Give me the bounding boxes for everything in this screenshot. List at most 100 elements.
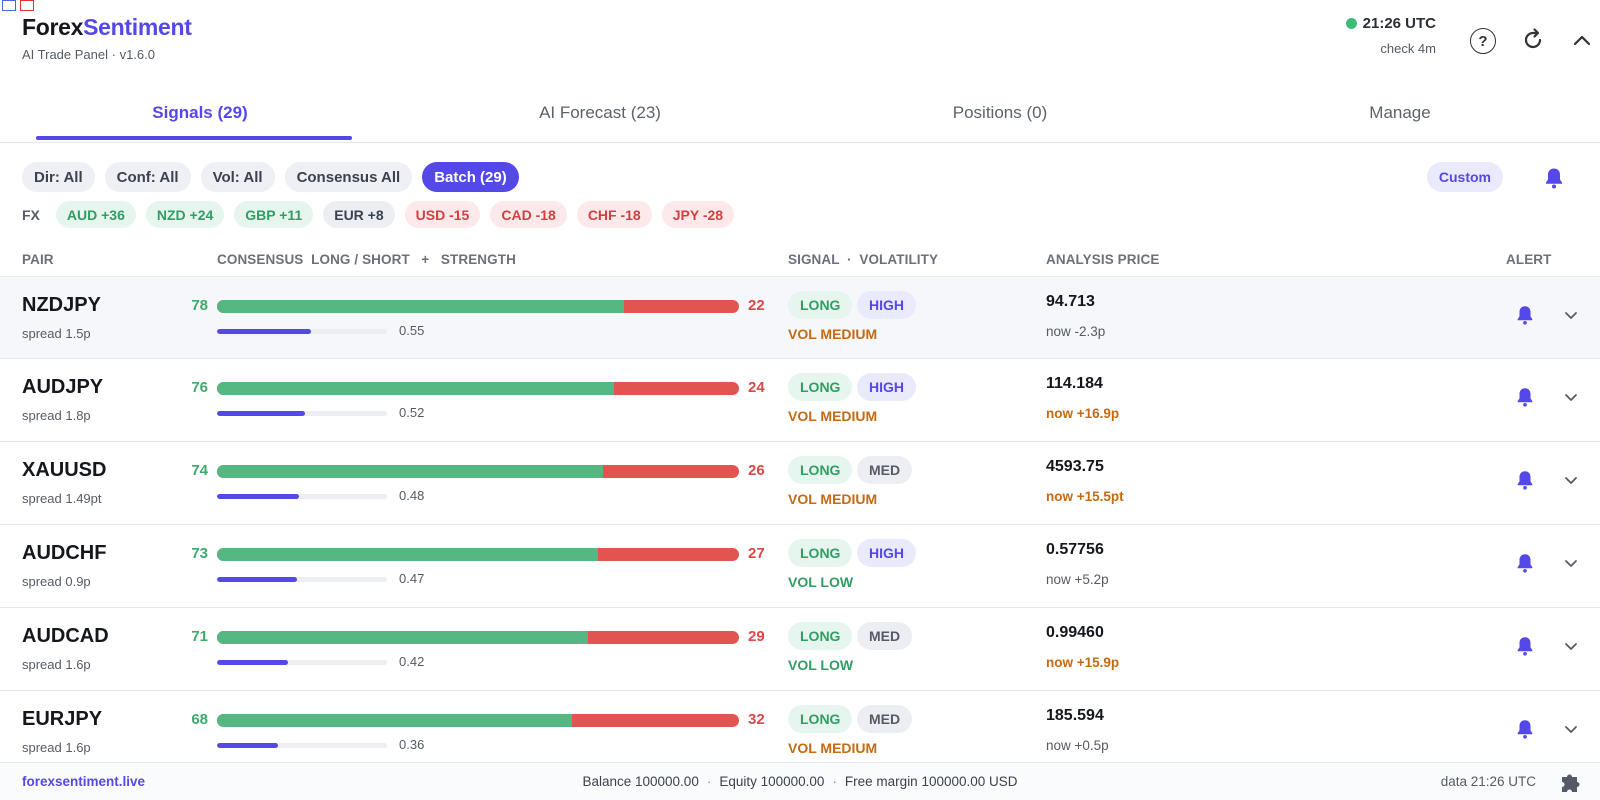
- free-margin: Free margin 100000.00 USD: [844, 774, 1018, 789]
- filter-consensus[interactable]: Consensus All: [284, 162, 413, 192]
- volatility-badge: MED: [857, 622, 913, 650]
- analysis-price: 4593.75: [1046, 458, 1104, 475]
- bell-icon[interactable]: [1542, 166, 1566, 195]
- fx-chip: GBP +11: [234, 201, 314, 228]
- price-delta: now -2.3p: [1046, 324, 1106, 339]
- account-summary: Balance 100000.00 · Equity 100000.00 · Free …: [582, 774, 1018, 789]
- bell-icon[interactable]: [1514, 552, 1536, 579]
- chevron-down-icon[interactable]: [1563, 307, 1579, 328]
- tab-manage[interactable]: Manage: [1369, 103, 1431, 122]
- strength-value: 0.48: [399, 488, 425, 503]
- consensus-bar: [217, 465, 739, 478]
- footer: forexsentiment.live Balance 100000.00 · Eq…: [0, 762, 1600, 800]
- chevron-down-icon[interactable]: [1563, 638, 1579, 659]
- pair-spread: spread 1.6p: [22, 657, 91, 672]
- bell-icon[interactable]: [1514, 469, 1536, 496]
- filter-direction[interactable]: Dir: All: [22, 162, 95, 192]
- pair-spread: spread 1.5p: [22, 326, 91, 341]
- consensus-bar: [217, 714, 739, 727]
- strength-bar: [217, 411, 387, 416]
- table-row[interactable]: AUDCHF spread 0.9p 73 27 0.47 LONG HIGH VOL LOW…: [0, 525, 1600, 608]
- site-link[interactable]: forexsentiment.live: [22, 774, 146, 789]
- bell-icon[interactable]: [1514, 304, 1536, 331]
- pair-spread: spread 1.8p: [22, 408, 91, 423]
- volatility-label: VOL LOW: [788, 574, 854, 590]
- table-header: PAIR CONSENSUS LONG / SHORT + STRENGTH S…: [0, 248, 1600, 276]
- price-delta: now +5.2p: [1046, 572, 1109, 587]
- filter-volatility[interactable]: Vol: All: [200, 162, 275, 192]
- volatility-badge: MED: [857, 705, 913, 733]
- consensus-bar: [217, 300, 739, 313]
- chevron-down-icon[interactable]: [1563, 721, 1579, 742]
- strength-fill: [217, 494, 299, 499]
- help-icon[interactable]: ?: [1470, 28, 1496, 54]
- filter-batch[interactable]: Batch (29): [422, 162, 519, 192]
- long-percent: 71: [191, 628, 208, 645]
- volatility-label: VOL MEDIUM: [788, 408, 878, 424]
- consensus-long-fill: [217, 714, 572, 727]
- pair-symbol: NZDJPY: [22, 294, 101, 316]
- strength-bar: [217, 743, 387, 748]
- app-subtitle: AI Trade Panel · v1.6.0: [22, 47, 155, 62]
- custom-button[interactable]: Custom: [1426, 162, 1503, 192]
- status-check: check 4m: [1380, 41, 1436, 56]
- consensus-long-fill: [217, 300, 625, 313]
- column-header-price: ANALYSIS PRICE: [1046, 252, 1160, 267]
- chevron-up-icon[interactable]: [1568, 26, 1596, 54]
- signals-table: NZDJPY spread 1.5p 78 22 0.55 LONG HIGH VOL MED…: [0, 276, 1600, 774]
- bell-icon[interactable]: [1514, 386, 1536, 413]
- short-percent: 22: [748, 297, 765, 314]
- strength-bar: [217, 577, 387, 582]
- long-percent: 76: [191, 379, 208, 396]
- chevron-down-icon[interactable]: [1563, 555, 1579, 576]
- table-row[interactable]: AUDCAD spread 1.6p 71 29 0.42 LONG MED VOL LOW 0…: [0, 608, 1600, 691]
- price-delta: now +0.5p: [1046, 738, 1109, 753]
- tab-bar: Signals (29) AI Forecast (23) Positions …: [0, 86, 1600, 143]
- table-row[interactable]: EURJPY spread 1.6p 68 32 0.36 LONG MED VOL MEDI…: [0, 691, 1600, 774]
- puzzle-icon[interactable]: [1558, 769, 1586, 797]
- fx-chip: CHF -18: [576, 201, 652, 228]
- strength-fill: [217, 577, 297, 582]
- strength-value: 0.36: [399, 737, 425, 752]
- short-percent: 27: [748, 545, 765, 562]
- volatility-label: VOL LOW: [788, 657, 854, 673]
- tab-signals[interactable]: Signals (29): [0, 86, 400, 142]
- bell-icon[interactable]: [1514, 718, 1536, 745]
- volatility-badge: HIGH: [857, 291, 916, 319]
- volatility-badge: MED: [857, 456, 913, 484]
- short-percent: 26: [748, 462, 765, 479]
- table-row[interactable]: NZDJPY spread 1.5p 78 22 0.55 LONG HIGH VOL MED…: [0, 276, 1600, 359]
- table-row[interactable]: XAUUSD spread 1.49pt 74 26 0.48 LONG MED VOL ME…: [0, 442, 1600, 525]
- signal-badge: LONG: [788, 622, 853, 650]
- app-logo: ForexSentiment: [22, 14, 192, 40]
- strength-bar: [217, 494, 387, 499]
- bell-icon[interactable]: [1514, 635, 1536, 662]
- chevron-down-icon[interactable]: [1563, 389, 1579, 410]
- signal-badge: LONG: [788, 456, 853, 484]
- pair-spread: spread 0.9p: [22, 574, 91, 589]
- filter-bar: Dir: All Conf: All Vol: All Consensus Al…: [22, 162, 519, 192]
- pair-symbol: AUDCAD: [22, 625, 109, 647]
- equity: Equity 100000.00: [719, 774, 825, 789]
- tab-positions[interactable]: Positions (0): [952, 103, 1048, 122]
- volatility-badge: HIGH: [857, 539, 916, 567]
- short-percent: 32: [748, 711, 765, 728]
- corner-icons: [2, 0, 34, 11]
- consensus-bar: [217, 382, 739, 395]
- analysis-price: 114.184: [1046, 375, 1103, 392]
- status-panel: 21:26 UTC check 4m: [1345, 15, 1436, 56]
- price-delta: now +16.9p: [1046, 406, 1120, 421]
- volatility-label: VOL MEDIUM: [788, 740, 878, 756]
- app-header: ForexSentiment AI Trade Panel · v1.6.0: [22, 14, 192, 62]
- consensus-long-fill: [217, 465, 604, 478]
- column-header-signal: SIGNAL · VOLATILITY: [788, 252, 939, 267]
- filter-confidence[interactable]: Conf: All: [104, 162, 191, 192]
- tab-ai-forecast[interactable]: AI Forecast (23): [539, 103, 661, 122]
- analysis-price: 185.594: [1046, 707, 1104, 724]
- table-row[interactable]: AUDJPY spread 1.8p 76 24 0.52 LONG HIGH VOL MED…: [0, 359, 1600, 442]
- refresh-icon[interactable]: [1519, 26, 1547, 54]
- fx-chip: AUD +36: [55, 201, 136, 228]
- column-header-consensus: CONSENSUS LONG / SHORT + STRENGTH: [217, 252, 516, 267]
- chevron-down-icon[interactable]: [1563, 472, 1579, 493]
- pair-symbol: EURJPY: [22, 708, 103, 730]
